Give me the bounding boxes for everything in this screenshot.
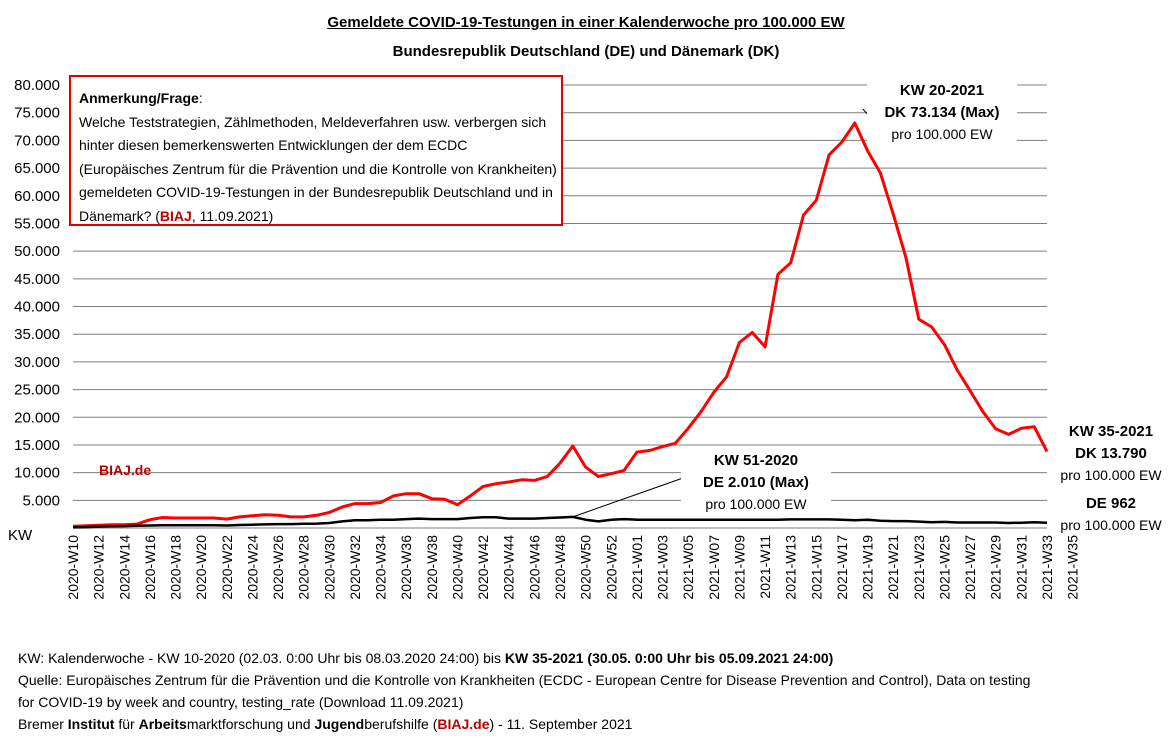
x-tick-label: 2020-W30	[321, 535, 337, 600]
footer-line-3: for COVID-19 by week and country, testin…	[18, 694, 464, 710]
note-brand: BIAJ	[159, 207, 192, 224]
pointer-de-max	[572, 471, 701, 518]
note-box: Anmerkung/Frage: Welche Teststrategien, …	[69, 75, 563, 226]
y-tick-label: 5.000	[22, 492, 60, 509]
x-tick-label: 2020-W42	[475, 535, 491, 600]
y-tick-label: 35.000	[14, 326, 60, 343]
annotation-de-last: DE 962 pro 100.000 EW	[1050, 493, 1172, 535]
x-tick-label: 2021-W31	[1013, 535, 1029, 600]
series-line-dk	[72, 121, 1049, 528]
x-tick-label: 2020-W18	[168, 535, 184, 600]
x-tick-label: 2020-W38	[424, 535, 440, 600]
x-tick-label: 2021-W23	[911, 535, 927, 600]
chart-title: Gemeldete COVID-19-Testungen in einer Ka…	[327, 14, 845, 31]
x-tick-label: 2021-W15	[808, 535, 824, 600]
annotation-dk-max-value: DK 73.134 (Max)	[884, 104, 1000, 121]
y-tick-label: 50.000	[14, 243, 60, 260]
note-date: , 11.09.2021)	[191, 207, 274, 224]
x-tick-label: 2020-W20	[193, 535, 209, 600]
x-tick-label: 2020-W22	[219, 535, 235, 600]
x-tick-label: 2020-W36	[398, 535, 414, 600]
annotation-dk-last: KW 35-2021 DK 13.790 pro 100.000 EW	[1050, 421, 1172, 485]
chart-subtitle: Bundesrepublik Deutschland (DE) und Däne…	[392, 43, 780, 60]
x-tick-label: 2021-W19	[860, 535, 876, 600]
footer-line-2: Quelle: Europäisches Zentrum für die Prä…	[18, 672, 1031, 688]
y-tick-label: 20.000	[14, 409, 60, 426]
annotation-dk-max-week: KW 20-2021	[899, 82, 985, 99]
annotation-dk-max: KW 20-2021 DK 73.134 (Max) pro 100.000 E…	[867, 80, 1017, 144]
x-tick-label: 2020-W50	[578, 535, 594, 600]
note-heading: Anmerkung/Frage	[79, 90, 199, 106]
x-tick-label: 2021-W25	[936, 535, 952, 600]
x-tick-label: 2020-W26	[270, 535, 286, 600]
x-tick-label: 2021-W03	[655, 535, 671, 600]
watermark-label: BIAJ.de	[99, 462, 152, 478]
y-tick-label: 60.000	[14, 188, 60, 205]
x-tick-label: 2021-W07	[706, 535, 722, 600]
x-tick-label: 2021-W13	[783, 535, 799, 600]
annotation-de-last-unit: pro 100.000 EW	[1060, 517, 1162, 533]
annotation-de-max: KW 51-2020 DE 2.010 (Max) pro 100.000 EW	[681, 450, 831, 514]
y-tick-label: 70.000	[14, 132, 60, 149]
y-tick-label: 80.000	[14, 77, 60, 94]
series-lines	[72, 121, 1049, 529]
annotation-de-max-week: KW 51-2020	[713, 452, 799, 469]
x-tick-label: 2021-W21	[885, 535, 901, 600]
x-tick-label: 2020-W16	[142, 535, 158, 600]
x-tick-label: 2020-W40	[449, 535, 465, 600]
series-line-de	[72, 515, 1048, 529]
x-tick-label: 2020-W12	[91, 535, 107, 600]
x-tick-label: 2021-W09	[731, 535, 747, 600]
x-tick-label: 2020-W10	[65, 535, 81, 600]
x-tick-label: 2020-W14	[116, 535, 132, 600]
x-tick-label: 2021-W27	[962, 535, 978, 600]
x-tick-label: 2021-W05	[680, 535, 696, 600]
x-tick-label: 2021-W33	[1039, 535, 1055, 600]
x-tick-label: 2020-W44	[501, 535, 517, 600]
annotation-dk-last-unit: pro 100.000 EW	[1060, 467, 1162, 483]
x-tick-label: 2020-W24	[244, 535, 260, 600]
annotation-dk-last-week: KW 35-2021	[1068, 423, 1154, 440]
y-tick-label: 30.000	[14, 354, 60, 371]
x-tick-label: 2021-W29	[988, 535, 1004, 600]
x-tick-label: 2020-W32	[347, 535, 363, 600]
x-tick-labels: 2020-W10 2020-W12 2020-W14 2020-W16 2020-W18…	[65, 535, 1081, 600]
x-tick-label: 2021-W01	[629, 535, 645, 600]
x-tick-label: 2021-W17	[834, 535, 850, 600]
y-tick-label: 55.000	[14, 215, 60, 232]
y-tick-labels: 5.000 10.000 15.000 20.000 25.000 30.000 35.00…	[14, 77, 60, 509]
annotation-de-max-value: DE 2.010 (Max)	[703, 474, 809, 491]
y-axis-label: KW	[8, 527, 33, 544]
x-tick-label: 2020-W52	[603, 535, 619, 600]
y-tick-label: 65.000	[14, 160, 60, 177]
y-tick-label: 40.000	[14, 299, 60, 316]
annotation-dk-last-value: DK 13.790	[1075, 445, 1147, 462]
x-tick-label: 2021-W35	[1065, 535, 1081, 600]
annotation-de-max-unit: pro 100.000 EW	[705, 496, 807, 512]
footer-line-1: KW: Kalenderwoche - KW 10-2020 (02.03. 0…	[18, 650, 834, 666]
y-tick-label: 25.000	[14, 382, 60, 399]
x-tick-label: 2020-W46	[526, 535, 542, 600]
y-tick-label: 15.000	[14, 437, 60, 454]
y-tick-label: 45.000	[14, 271, 60, 288]
y-tick-label: 75.000	[14, 105, 60, 122]
annotation-dk-max-unit: pro 100.000 EW	[891, 126, 993, 142]
x-tick-label: 2021-W11	[757, 535, 773, 599]
annotation-de-last-value: DE 962	[1085, 495, 1137, 512]
footer-line-4: Bremer Institut für Arbeitsmarktforschun…	[18, 716, 633, 732]
x-tick-label: 2020-W34	[373, 535, 389, 600]
x-tick-label: 2020-W28	[296, 535, 312, 600]
y-tick-label: 10.000	[14, 465, 60, 482]
x-tick-label: 2020-W48	[552, 535, 568, 600]
note-text: Welche Teststrategien, Zählmethoden, Mel…	[79, 113, 557, 224]
